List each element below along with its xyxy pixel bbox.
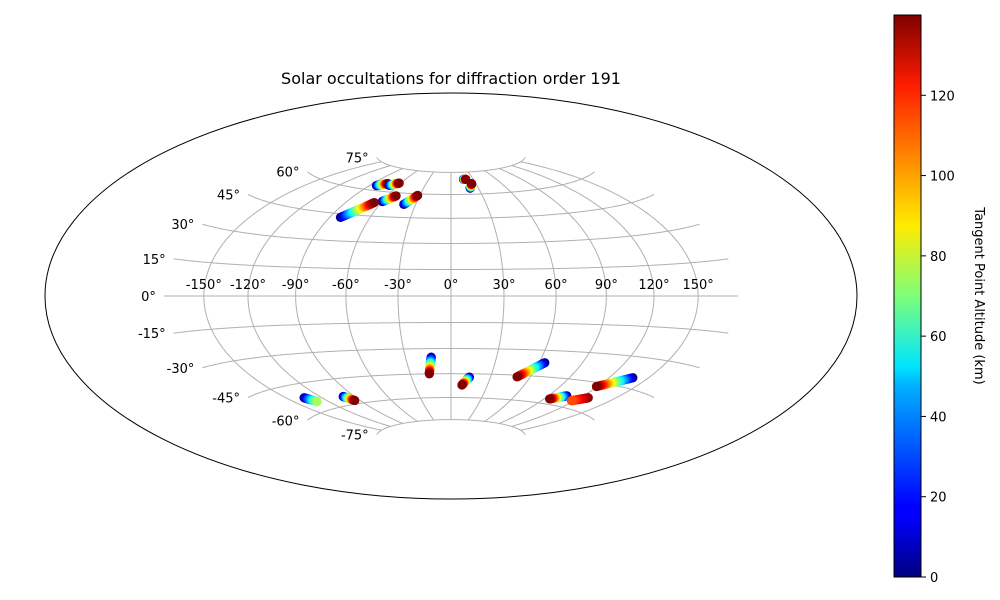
- graticule: [163, 157, 739, 435]
- lon-tick-label: -90°: [282, 278, 310, 293]
- meridian-line: [499, 168, 607, 424]
- colorbar-label: Tangent Point Altitude (km): [971, 206, 986, 384]
- meridian-line: [247, 165, 391, 427]
- track-point: [544, 394, 555, 404]
- track-point: [413, 190, 423, 200]
- lon-tick-label: -30°: [384, 278, 412, 293]
- lat-tick-label: 15°: [143, 253, 166, 268]
- colorbar-tick-label: 100: [930, 170, 955, 185]
- colorbar-tick-label: 40: [930, 410, 947, 425]
- occultation-track: [458, 174, 471, 185]
- lat-tick-label: 60°: [276, 166, 299, 181]
- occultation-tracks: [299, 174, 638, 407]
- track-point: [591, 381, 602, 392]
- colorbar-tick-label: 0: [930, 571, 938, 586]
- occultation-track: [384, 178, 404, 190]
- lat-tick-label: -60°: [272, 414, 300, 429]
- track-point: [391, 191, 401, 201]
- lat-tick-label: -75°: [341, 429, 369, 444]
- track-point: [394, 178, 404, 188]
- colorbar-tick-label: 80: [930, 250, 947, 265]
- meridian-line: [295, 168, 403, 424]
- lon-tick-label: 90°: [595, 278, 618, 293]
- occultation-track: [512, 358, 550, 382]
- occultation-track: [544, 391, 572, 404]
- meridian-line: [467, 171, 505, 421]
- lat-tick-label: 75°: [346, 151, 369, 166]
- occultation-track: [377, 191, 401, 207]
- occultation-track: [335, 197, 379, 223]
- lat-tick-label: -30°: [167, 362, 195, 377]
- lon-tick-label: 120°: [638, 278, 669, 293]
- longitude-tick-labels: -150° -120° -90° -60° -30° 0° 30° 60° 90° 120° 150…: [186, 278, 714, 293]
- occultation-track: [591, 373, 638, 392]
- meridian-line: [397, 171, 435, 421]
- lon-tick-label: 60°: [545, 278, 568, 293]
- meridian-line: [511, 165, 655, 427]
- colorbar-tick-label: 20: [930, 491, 947, 506]
- map-outline: [44, 92, 858, 500]
- track-point: [566, 396, 577, 406]
- track-point: [457, 380, 467, 390]
- meridian-line: [484, 170, 557, 422]
- lat-tick-label: 30°: [171, 218, 194, 233]
- track-point: [312, 396, 322, 407]
- track-point: [369, 197, 379, 208]
- meridian-line: [520, 161, 699, 431]
- track-point: [350, 395, 360, 406]
- lat-tick-label: -15°: [138, 327, 166, 342]
- chart-title: Solar occultations for diffraction order…: [281, 69, 621, 88]
- colorbar-ticks: 0 20 40 60 80 100 120: [921, 89, 955, 586]
- lon-tick-label: -120°: [230, 278, 266, 293]
- occultation-track: [424, 352, 436, 379]
- occultation-track: [338, 391, 360, 406]
- occultation-track: [457, 372, 475, 390]
- lon-tick-label: 30°: [492, 278, 515, 293]
- lon-tick-label: 150°: [682, 278, 713, 293]
- track-point: [467, 178, 477, 189]
- lat-tick-label: 0°: [141, 290, 156, 305]
- track-point: [424, 369, 434, 379]
- lon-tick-label: 0°: [444, 278, 459, 293]
- occultation-track: [465, 178, 477, 193]
- occultation-track: [566, 393, 593, 406]
- lat-tick-label: -45°: [212, 392, 240, 407]
- meridian-line: [345, 170, 418, 422]
- colorbar-tick-label: 60: [930, 330, 947, 345]
- meridian-line: [203, 161, 382, 431]
- lon-tick-label: -60°: [332, 278, 360, 293]
- occultation-track: [399, 190, 423, 209]
- colorbar: [893, 14, 922, 578]
- track-point: [512, 372, 522, 382]
- occultation-track: [299, 393, 322, 407]
- latitude-tick-labels: -75° -60° -45° -30° -15° 0° 15° 30° 45° 60° 75°: [138, 151, 369, 443]
- lon-tick-label: -150°: [186, 278, 222, 293]
- colorbar-tick-label: 120: [930, 89, 955, 104]
- lat-tick-label: 45°: [217, 189, 240, 204]
